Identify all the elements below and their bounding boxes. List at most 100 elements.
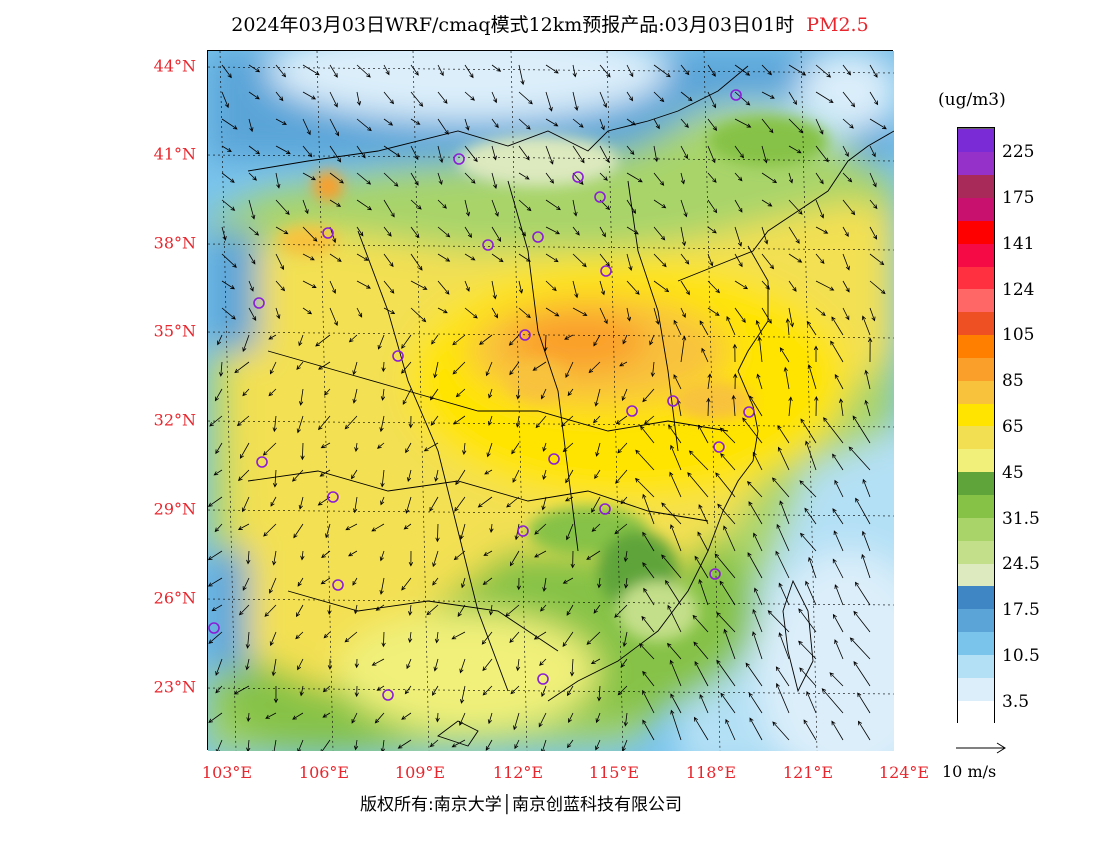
- wind-arrow: [323, 631, 331, 639]
- city-marker[interactable]: [453, 153, 465, 165]
- wind-arrow: [838, 398, 844, 417]
- wind-arrow: [626, 64, 634, 78]
- city-marker[interactable]: [327, 491, 339, 503]
- wind-arrow: [518, 280, 524, 294]
- city-marker[interactable]: [730, 89, 742, 101]
- wind-arrow: [327, 658, 333, 670]
- city-marker[interactable]: [599, 503, 611, 515]
- wind-arrow: [209, 415, 223, 427]
- wind-arrow: [761, 91, 775, 99]
- wind-arrow: [233, 685, 250, 695]
- wind-arrow: [356, 145, 366, 159]
- wind-arrow: [356, 226, 364, 237]
- wind-arrow: [275, 280, 286, 292]
- wind-arrow: [263, 523, 277, 537]
- city-marker[interactable]: [519, 329, 531, 341]
- wind-arrow: [302, 145, 313, 158]
- city-marker[interactable]: [743, 406, 755, 418]
- city-marker[interactable]: [713, 441, 725, 453]
- wind-arrow: [380, 496, 385, 506]
- lat-label-38n: 38°N: [153, 233, 196, 253]
- wind-arrow: [405, 496, 412, 514]
- wind-arrow: [634, 477, 655, 498]
- colorbar-label-85: 85: [1002, 371, 1024, 391]
- city-marker[interactable]: [208, 622, 220, 634]
- pm25-forecast-map[interactable]: [207, 21, 938, 791]
- city-marker[interactable]: [548, 453, 560, 465]
- wind-arrow: [670, 444, 682, 471]
- wind-arrow: [572, 253, 587, 268]
- wind-arrow: [697, 531, 709, 552]
- wind-arrow: [560, 415, 574, 427]
- wind-arrow: [491, 280, 497, 300]
- wind-arrow: [752, 451, 763, 471]
- colorbar-segment: [958, 539, 994, 564]
- city-marker[interactable]: [253, 297, 265, 309]
- wind-arrow: [639, 643, 655, 660]
- wind-arrow: [595, 712, 601, 724]
- wind-arrow: [356, 64, 371, 78]
- wind-arrow: [511, 442, 520, 455]
- city-marker[interactable]: [256, 456, 268, 468]
- wind-arrow: [815, 280, 835, 291]
- city-marker[interactable]: [332, 579, 344, 591]
- wind-arrow: [815, 91, 834, 103]
- city-marker[interactable]: [594, 191, 606, 203]
- wind-arrow: [698, 504, 709, 525]
- wind-arrow: [302, 280, 317, 288]
- city-marker[interactable]: [532, 231, 544, 243]
- wind-arrow: [383, 91, 395, 105]
- city-marker[interactable]: [392, 350, 404, 362]
- wind-arrow: [861, 315, 871, 336]
- latitude-gridline: [207, 687, 895, 695]
- wind-arrow: [815, 199, 825, 219]
- wind-arrow: [518, 226, 527, 237]
- wind-arrow: [296, 415, 304, 434]
- wind-arrow: [248, 280, 254, 292]
- wind-arrow: [241, 496, 250, 513]
- latitude-gridline: [207, 598, 895, 606]
- colorbar-segment: [958, 356, 994, 381]
- city-marker[interactable]: [482, 239, 494, 251]
- wind-arrow: [516, 388, 521, 400]
- wind-arrow: [586, 631, 601, 645]
- wind-arrow: [591, 496, 601, 513]
- wind-arrow: [753, 532, 763, 552]
- wind-arrow: [815, 118, 824, 135]
- wind-arrow: [834, 584, 844, 606]
- wind-arrow: [756, 373, 763, 390]
- city-marker[interactable]: [572, 171, 584, 183]
- wind-arrow: [379, 415, 385, 433]
- city-marker[interactable]: [600, 265, 612, 277]
- wind-arrow: [453, 415, 466, 425]
- wind-arrow: [642, 719, 655, 741]
- wind-arrow: [408, 415, 413, 429]
- wind-arrow: [248, 199, 256, 220]
- city-marker[interactable]: [667, 395, 679, 407]
- wind-arrow: [248, 118, 254, 133]
- city-marker[interactable]: [517, 525, 529, 537]
- wind-arrow: [237, 523, 250, 530]
- city-marker[interactable]: [626, 405, 638, 417]
- wind-arrow: [853, 661, 871, 687]
- wind-arrow: [426, 604, 439, 616]
- wind-arrow: [761, 307, 772, 324]
- wind-arrow: [572, 118, 584, 128]
- city-marker[interactable]: [322, 227, 334, 239]
- wind-arrow: [779, 500, 790, 525]
- city-marker[interactable]: [382, 689, 394, 701]
- wind-arrow: [653, 64, 671, 78]
- wind-arrow: [459, 523, 466, 540]
- wind-arrow: [833, 530, 844, 552]
- wind-arrow: [275, 199, 290, 216]
- wind-arrow: [542, 442, 547, 452]
- wind-arrow: [562, 442, 574, 453]
- city-marker[interactable]: [709, 568, 721, 580]
- city-marker[interactable]: [537, 673, 549, 685]
- wind-arrow: [297, 658, 304, 671]
- wind-arrow: [379, 577, 385, 595]
- wind-arrow: [455, 388, 466, 398]
- wind-arrow: [680, 226, 687, 247]
- wind-arrow: [215, 658, 223, 676]
- wind-arrow: [707, 118, 718, 131]
